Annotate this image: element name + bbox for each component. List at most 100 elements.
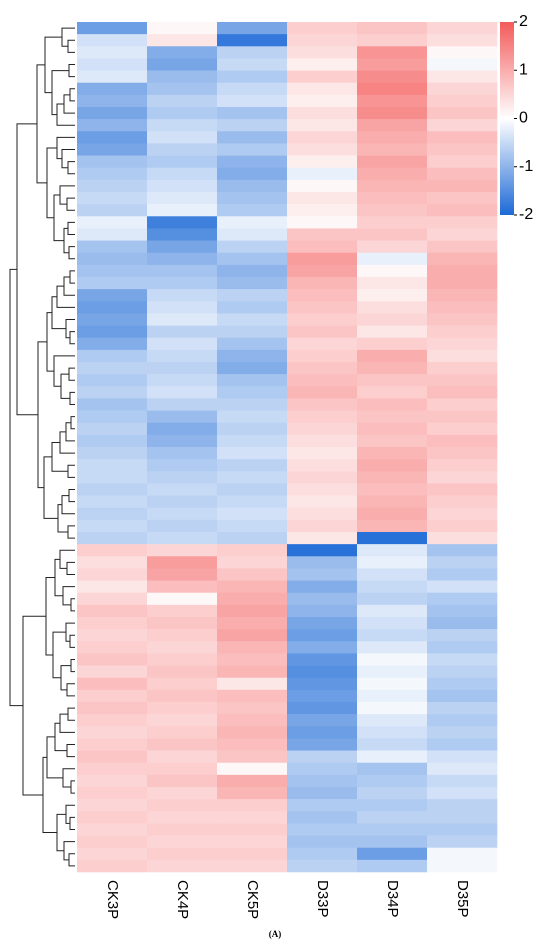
heatmap-cell bbox=[77, 689, 148, 703]
dendrogram-branch bbox=[60, 665, 71, 691]
heatmap-cell bbox=[147, 483, 218, 496]
heatmap-cell bbox=[287, 604, 358, 618]
heatmap-cell bbox=[427, 677, 498, 691]
dendrogram-branch bbox=[54, 722, 67, 752]
heatmap-cell bbox=[77, 653, 148, 666]
dendrogram-branch bbox=[51, 296, 66, 330]
heatmap-cell bbox=[77, 119, 148, 132]
heatmap-cell bbox=[147, 580, 218, 594]
heatmap-cell bbox=[427, 726, 498, 739]
heatmap-cell bbox=[357, 289, 428, 302]
dendrogram-branch bbox=[70, 598, 75, 612]
heatmap-cell bbox=[287, 228, 358, 241]
heatmap-cell bbox=[217, 592, 288, 606]
heatmap-cell bbox=[217, 641, 288, 654]
heatmap-cell bbox=[427, 665, 498, 679]
heatmap-cell bbox=[147, 398, 218, 411]
heatmap-cell bbox=[427, 799, 498, 812]
dendrogram-branch bbox=[62, 586, 75, 606]
heatmap-cell bbox=[147, 216, 218, 229]
heatmap-cell bbox=[427, 653, 498, 666]
heatmap-cell bbox=[217, 325, 288, 339]
heatmap-cell bbox=[357, 544, 428, 557]
heatmap-cell bbox=[77, 362, 148, 375]
heatmap-cell bbox=[217, 398, 288, 411]
heatmap-cell bbox=[217, 386, 288, 399]
heatmap-cell bbox=[427, 216, 498, 229]
heatmap-cell bbox=[77, 471, 148, 484]
heatmap-cell bbox=[77, 787, 148, 800]
heatmap-cell bbox=[77, 544, 148, 557]
heatmap-cell bbox=[287, 532, 358, 545]
heatmap-cell bbox=[427, 641, 498, 654]
heatmap-cell bbox=[287, 362, 358, 375]
column-label: D35P bbox=[454, 880, 471, 918]
heatmap-cell bbox=[287, 629, 358, 642]
heatmap-cell bbox=[217, 422, 288, 436]
heatmap-cell bbox=[287, 46, 358, 59]
heatmap-cell bbox=[217, 677, 288, 691]
heatmap-cell bbox=[147, 447, 218, 460]
heatmap-cell bbox=[357, 143, 428, 156]
dendrogram-branch bbox=[69, 816, 75, 830]
heatmap-cell bbox=[357, 82, 428, 96]
dendrogram-branch bbox=[68, 853, 75, 867]
heatmap-cell bbox=[357, 823, 428, 836]
column-label: CK5P bbox=[244, 880, 261, 919]
heatmap-cell bbox=[147, 823, 218, 836]
heatmap-cell bbox=[217, 726, 288, 739]
heatmap-cell bbox=[217, 179, 288, 193]
heatmap-cell bbox=[77, 349, 148, 363]
heatmap-cell bbox=[147, 337, 218, 351]
heatmap-cell bbox=[357, 107, 428, 120]
heatmap-cell bbox=[427, 459, 498, 472]
heatmap-cell bbox=[217, 532, 288, 545]
heatmap-cell bbox=[77, 264, 148, 278]
dendrogram-branch bbox=[56, 136, 75, 160]
heatmap-cell bbox=[357, 483, 428, 496]
heatmap-cell bbox=[147, 107, 218, 120]
heatmap-cell bbox=[357, 859, 428, 873]
heatmap-cell bbox=[147, 204, 218, 217]
heatmap-cell bbox=[217, 653, 288, 666]
heatmap-cell bbox=[427, 192, 498, 205]
heatmap-cell bbox=[287, 592, 358, 606]
heatmap-cell bbox=[287, 58, 358, 71]
dendrogram-branch bbox=[69, 634, 75, 648]
heatmap-cell bbox=[357, 216, 428, 229]
dendrogram-branch bbox=[66, 744, 75, 758]
heatmap-cell bbox=[217, 823, 288, 836]
heatmap-cell bbox=[427, 301, 498, 314]
heatmap-cell bbox=[427, 532, 498, 545]
heatmap-cell bbox=[217, 337, 288, 351]
heatmap-cell bbox=[427, 70, 498, 84]
heatmap-cell bbox=[287, 738, 358, 751]
dendrogram-branch bbox=[44, 36, 62, 94]
heatmap-cell bbox=[217, 131, 288, 144]
dendrogram-branch bbox=[67, 39, 75, 53]
heatmap-cell bbox=[427, 859, 498, 873]
heatmap-cell bbox=[217, 507, 288, 521]
dendrogram-branch bbox=[66, 683, 75, 697]
dendrogram-branch bbox=[46, 312, 54, 372]
heatmap-cell bbox=[217, 362, 288, 375]
heatmap-cell bbox=[147, 519, 218, 533]
heatmap-cell bbox=[357, 738, 428, 751]
heatmap-cell bbox=[287, 544, 358, 557]
heatmap-cell bbox=[147, 325, 218, 339]
heatmap-cell bbox=[77, 70, 148, 84]
heatmap-cell bbox=[77, 192, 148, 205]
heatmap-cell bbox=[287, 495, 358, 509]
dendrogram-branch bbox=[70, 780, 75, 794]
heatmap-cell bbox=[287, 70, 358, 84]
heatmap-cell bbox=[217, 665, 288, 679]
heatmap-cell bbox=[147, 155, 218, 169]
heatmap-cell bbox=[357, 386, 428, 399]
heatmap-cell bbox=[357, 22, 428, 35]
dendrogram-branch bbox=[59, 431, 75, 454]
heatmap-cell bbox=[147, 119, 218, 132]
heatmap-cell bbox=[77, 447, 148, 460]
heatmap-cell bbox=[217, 847, 288, 861]
dendrogram-branch bbox=[53, 194, 64, 242]
